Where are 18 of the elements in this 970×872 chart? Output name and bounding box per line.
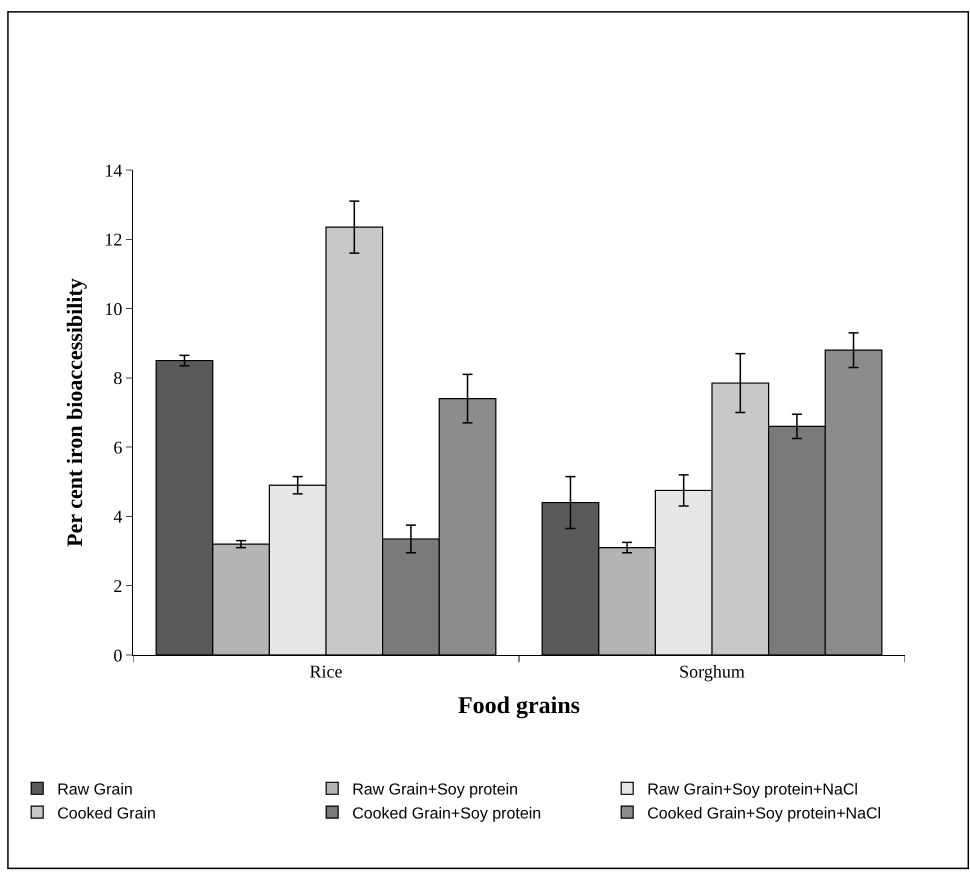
y-tick-label: 12 — [104, 230, 122, 250]
y-axis-title: Per cent iron bioaccessibility — [62, 278, 88, 547]
legend-label: Raw Grain — [57, 782, 133, 799]
y-tick-label: 10 — [104, 298, 122, 319]
x-tick-label: Rice — [310, 662, 342, 682]
y-tick-label: 4 — [113, 506, 122, 527]
y-tick-label: 2 — [113, 576, 122, 596]
y-tick-label: 14 — [104, 160, 122, 180]
legend-label: Raw Grain+Soy protein — [352, 782, 518, 799]
legend-label: Cooked Grain+Soy protein — [352, 805, 542, 822]
x-axis-title: Food grains — [458, 692, 580, 719]
legend-label: Cooked Grain+Soy protein+NaCl — [647, 805, 882, 822]
x-tick-label: Sorghum — [679, 662, 745, 682]
legend-label: Raw Grain+Soy protein+NaCl — [647, 782, 858, 799]
y-tick-label: 8 — [113, 368, 122, 388]
y-tick-label: 6 — [113, 437, 122, 458]
legend-label: Cooked Grain — [57, 805, 156, 822]
y-tick-label: 0 — [113, 645, 122, 666]
